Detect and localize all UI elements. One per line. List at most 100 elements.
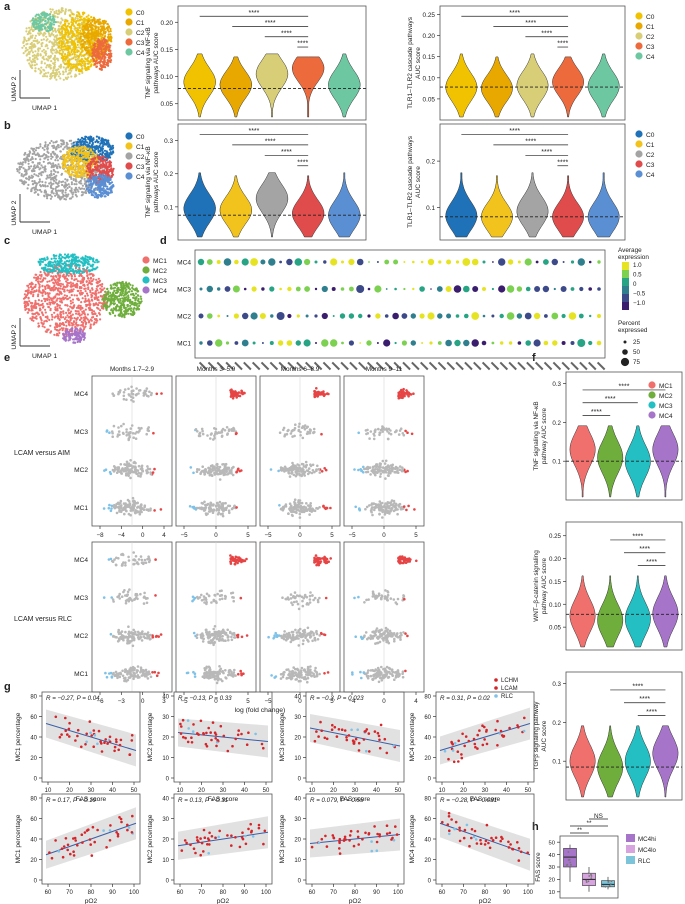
umap-point	[41, 146, 44, 150]
umap-point	[41, 302, 44, 305]
umap-point	[32, 291, 35, 294]
umap-point	[44, 72, 48, 75]
umap-point	[25, 54, 28, 57]
umap-point	[52, 141, 55, 144]
umap-point	[31, 58, 35, 61]
umap-point	[39, 158, 42, 161]
umap-point	[39, 316, 42, 319]
umap-point	[50, 157, 53, 160]
umap-point	[83, 146, 87, 149]
umap-point	[57, 68, 60, 71]
umap-point	[103, 192, 106, 195]
umap-point	[95, 278, 98, 281]
umap-point	[74, 55, 78, 59]
umap-point	[95, 47, 98, 51]
umap-point	[74, 27, 77, 30]
umap-point	[91, 175, 94, 178]
umap-point	[67, 156, 70, 159]
umap-point	[78, 285, 81, 289]
umap-point	[67, 152, 70, 155]
umap-point	[31, 287, 34, 290]
umap-point	[68, 59, 71, 62]
umap-point	[48, 174, 51, 177]
umap-point	[67, 47, 70, 50]
umap-point	[84, 295, 87, 298]
legend-marker	[125, 28, 133, 36]
umap-point	[62, 143, 65, 146]
panel-letter-h: h	[532, 821, 539, 833]
umap-point	[33, 180, 36, 183]
umap-point	[80, 32, 83, 35]
umap-point	[33, 64, 37, 67]
umap-point	[61, 190, 64, 194]
umap-point	[135, 308, 139, 311]
umap-point	[82, 42, 85, 45]
umap-point	[130, 313, 133, 316]
umap-point	[101, 283, 104, 286]
umap-point	[91, 27, 94, 31]
umap-point	[59, 313, 63, 316]
umap-point	[100, 295, 103, 298]
umap-point	[54, 306, 57, 309]
umap-point	[90, 191, 93, 194]
umap-point	[92, 48, 95, 52]
umap-point	[109, 35, 112, 38]
umap-point	[64, 70, 68, 73]
umap-point	[97, 155, 100, 158]
umap-point	[77, 32, 80, 35]
umap-point	[60, 25, 64, 28]
umap-point	[121, 290, 124, 293]
umap-point	[46, 64, 49, 67]
umap-point	[87, 180, 90, 183]
umap-point	[59, 316, 63, 319]
umap-point	[78, 68, 81, 72]
umap-point	[42, 290, 46, 293]
umap-point	[25, 300, 29, 304]
umap-point	[27, 168, 30, 171]
umap-point	[58, 306, 61, 309]
umap-point	[118, 309, 121, 312]
umap-point	[39, 270, 42, 274]
umap-point	[86, 167, 89, 170]
umap-point	[84, 287, 87, 290]
legend-marker	[125, 38, 133, 46]
umap-point	[34, 283, 37, 286]
umap-point	[45, 58, 48, 61]
umap-point	[84, 135, 87, 138]
umap-point	[69, 299, 72, 303]
umap-point	[113, 297, 116, 300]
umap-point	[67, 282, 71, 285]
umap-point	[51, 74, 54, 77]
umap-point	[92, 58, 95, 61]
umap-point	[100, 305, 103, 308]
umap-point	[88, 24, 91, 27]
legend-marker	[125, 132, 133, 140]
umap-point	[55, 37, 58, 40]
umap-point	[95, 65, 98, 68]
umap-point	[95, 303, 98, 306]
umap-point	[76, 174, 79, 177]
umap-point	[51, 52, 54, 55]
umap-point	[31, 157, 34, 160]
umap-point	[39, 32, 43, 35]
umap-point	[36, 312, 39, 315]
umap-point	[35, 279, 38, 282]
umap-point	[51, 318, 54, 321]
umap-point	[86, 283, 89, 286]
umap-point	[74, 193, 77, 196]
umap-point	[28, 38, 31, 41]
umap-point	[95, 135, 98, 138]
umap-point	[80, 301, 83, 304]
umap-point	[75, 312, 78, 315]
umap-point	[63, 184, 66, 187]
umap-point	[82, 54, 85, 57]
umap-point	[76, 17, 79, 20]
umap-point	[40, 291, 44, 294]
umap-point	[69, 319, 72, 322]
umap-point	[42, 38, 46, 41]
umap-point	[46, 25, 50, 28]
umap-point	[77, 164, 80, 167]
umap-point	[31, 180, 34, 183]
umap-point	[96, 285, 99, 288]
